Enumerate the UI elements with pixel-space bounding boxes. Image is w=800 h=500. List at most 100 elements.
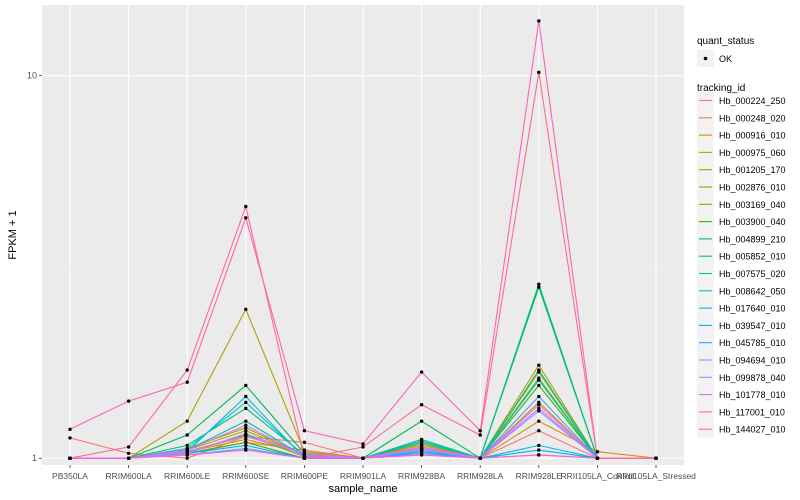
data-point [361,456,365,460]
legend-tracking-label: Hb_007575_020 [719,269,786,279]
data-point [185,380,189,384]
data-point [302,429,307,433]
legend-tracking-label: Hb_117001_010 [719,407,785,417]
x-tick-label: RRIM928LE [516,471,563,481]
y-tick-label: 1 [32,453,37,463]
data-point [537,378,541,382]
data-point [537,429,541,433]
x-tick-label: RRIM600LE [164,471,211,481]
data-point [244,437,248,442]
data-point [244,216,248,220]
x-tick-label: RRIM600PE [281,471,329,481]
data-point [244,434,248,439]
data-point [537,70,541,75]
legend-tracking-label: Hb_008642_050 [719,286,786,296]
legend-quant-status: quant_status OK [697,36,754,67]
legend-tracking-label: Hb_000224_250 [719,96,786,106]
legend-tracking-label: Hb_003900_040 [719,217,786,227]
data-point [68,456,72,460]
legend-tracking-label: Hb_039547_010 [719,321,786,331]
legend-tracking-label: Hb_000975_060 [719,148,786,158]
data-point [361,442,365,446]
data-point [244,394,248,399]
data-point [244,419,248,423]
y-tick-label: 10 [27,71,37,81]
data-point [478,433,482,437]
legend-tracking-label: Hb_004899_210 [719,234,786,244]
data-point [68,436,72,440]
data-point [244,307,248,312]
data-point [537,406,541,411]
legend-tracking-label: Hb_101778_010 [719,390,786,400]
data-point [185,419,189,423]
data-point [537,443,541,448]
data-point [244,383,248,388]
legend-tracking-label: Hb_000248_020 [719,113,786,123]
data-point [244,443,248,448]
legend-tracking-label: Hb_017640_010 [719,304,786,314]
legend-tracking-id: tracking_id Hb_000224_250 Hb_000248_020 Hb… [697,83,786,438]
data-point [478,429,482,433]
legend-point-icon [703,56,708,61]
data-point [537,363,541,367]
data-point [244,204,248,209]
data-point [419,439,424,443]
data-point [68,427,72,432]
data-point [244,406,248,411]
x-tick-label: RRIM600SE [222,471,270,481]
data-point [126,399,131,403]
data-point [537,383,541,388]
data-point [537,282,541,286]
legend-tracking-label: Hb_045785_010 [719,338,786,348]
data-point [537,400,541,405]
legend-tracking-label: Hb_099878_040 [719,373,786,383]
data-point [419,370,424,374]
data-point [302,456,307,460]
x-tick-label: RRIM901LA [340,471,387,481]
data-point [595,456,600,460]
legend-tracking-label: Hb_002876_010 [719,183,786,193]
legend-quant-label: OK [719,54,732,64]
data-point [537,453,541,457]
data-point [537,285,541,289]
data-point [185,448,189,452]
data-point [244,423,248,427]
data-point [537,419,541,423]
data-point [302,451,307,456]
x-tick-label: RRII105LA_Stressed [616,471,696,481]
x-tick-label: RRII105LA_Control [561,471,635,481]
data-point [419,453,424,457]
x-axis: PB350LA RRIM600LA RRIM600LE RRIM600SE RRIM60… [52,465,696,481]
x-tick-label: RRIM928BA [398,471,446,481]
data-point [654,456,658,460]
data-point [126,456,131,460]
data-point [537,448,541,452]
x-tick-label: RRIM600LA [105,471,152,481]
legend-tracking-label: Hb_144027_010 [719,425,786,435]
data-point [185,433,189,437]
x-tick-label: PB350LA [52,471,88,481]
data-point [302,440,307,445]
data-point [185,443,189,448]
legend-tracking-label: Hb_094694_010 [719,356,786,366]
data-points [68,19,658,460]
data-point [478,456,482,460]
legend-tracking-label: Hb_005852_010 [719,252,786,262]
data-point [361,445,365,449]
data-point [595,450,600,454]
data-point [244,440,248,445]
data-point [537,409,541,413]
x-tick-label: RRIM928LA [457,471,504,481]
legend-tracking-title: tracking_id [697,83,745,94]
data-point [537,368,541,372]
data-point [419,419,424,423]
data-point [126,451,131,456]
data-point [537,394,541,399]
data-point [185,456,189,460]
legend-tracking-label: Hb_000916_010 [719,131,786,141]
data-point [537,403,541,407]
data-point [419,403,424,407]
data-point [244,400,248,405]
data-point [244,448,248,452]
